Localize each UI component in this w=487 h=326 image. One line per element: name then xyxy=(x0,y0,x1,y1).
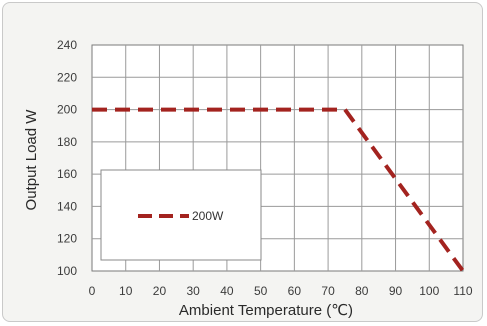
y-tick-label: 200 xyxy=(57,103,77,117)
x-tick-label: 90 xyxy=(389,284,403,298)
x-tick-label: 110 xyxy=(453,284,472,298)
y-tick-label: 120 xyxy=(57,232,77,246)
x-tick-labels: 0 10 20 30 40 50 60 70 80 90 100 110 xyxy=(89,284,473,298)
y-tick-label: 220 xyxy=(57,70,77,84)
series-layer xyxy=(91,107,465,273)
x-tick-label: 100 xyxy=(419,284,439,298)
y-tick-label: 140 xyxy=(57,199,77,213)
x-tick-label: 30 xyxy=(187,284,201,298)
x-tick-label: 60 xyxy=(288,284,302,298)
x-tick-label: 80 xyxy=(355,284,369,298)
y-tick-label: 160 xyxy=(57,167,77,181)
y-tick-labels: 240 220 200 180 160 140 120 100 xyxy=(57,38,77,278)
x-tick-label: 0 xyxy=(89,284,96,298)
y-tick-label: 240 xyxy=(57,38,77,52)
y-tick-label: 180 xyxy=(57,135,77,149)
x-tick-label: 40 xyxy=(220,284,234,298)
legend-label: 200W xyxy=(192,209,224,223)
legend: 200W xyxy=(100,169,262,261)
x-tick-label: 70 xyxy=(321,284,335,298)
x-tick-label: 10 xyxy=(119,284,133,298)
y-axis-title: Output Load W xyxy=(23,109,40,211)
y-tick-label: 100 xyxy=(57,264,77,278)
x-tick-label: 50 xyxy=(254,284,268,298)
x-axis-title: Ambient Temperature (℃) xyxy=(179,302,353,319)
x-tick-label: 20 xyxy=(153,284,167,298)
